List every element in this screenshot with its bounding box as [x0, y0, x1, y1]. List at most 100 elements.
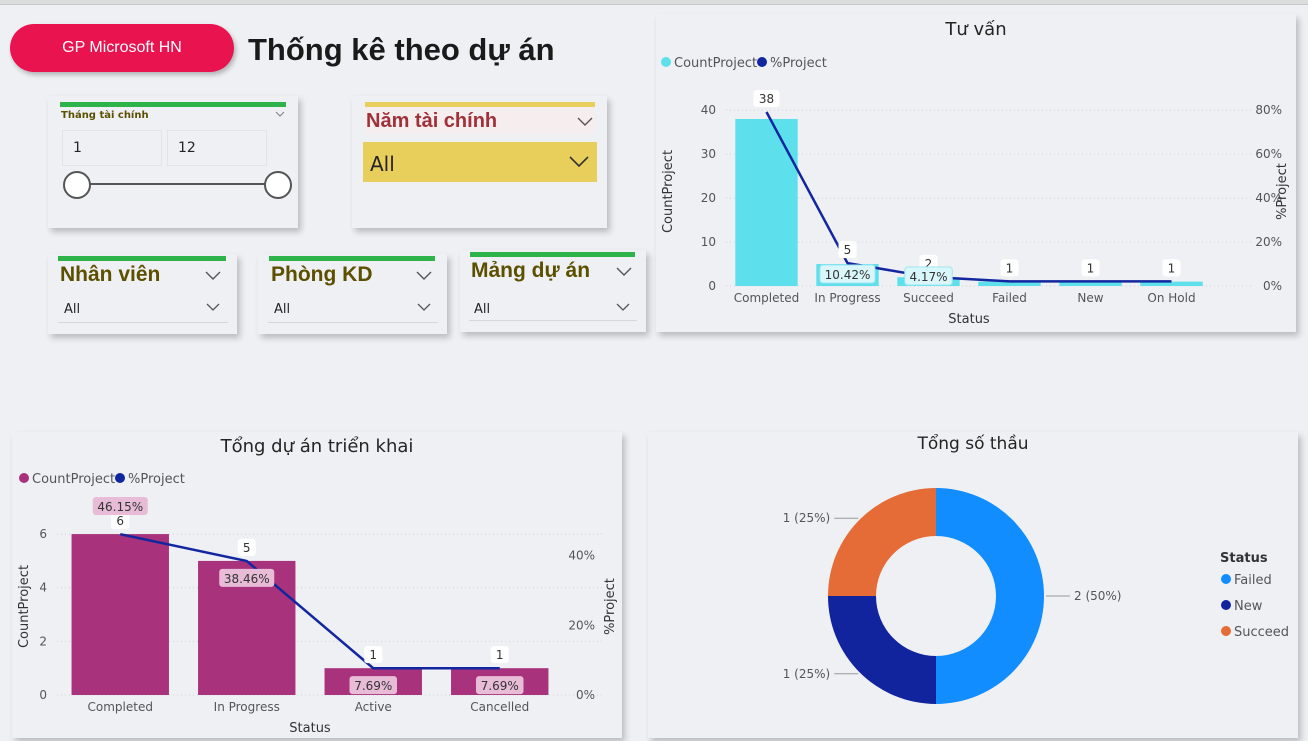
tuvan-chart-card: Tư vấn CountProject %Project 0 10 20 30 40 0% 20… — [656, 14, 1296, 332]
data-label-bg — [1000, 259, 1019, 277]
department-dropdown-value: All — [274, 302, 291, 317]
x-tick-label: In Progress — [814, 291, 880, 305]
legend-marker — [1221, 626, 1231, 636]
x-tick-label: Completed — [734, 291, 799, 305]
tongsothau-donut-chart: 2 (50%) 1 (25%) 1 (25%) Status Failed New Succ… — [783, 488, 1289, 704]
percent-label: 7.69% — [481, 679, 519, 693]
y2-axis-title: %Project — [603, 578, 618, 635]
month-slicer-title: Tháng tài chính — [61, 110, 149, 121]
chevron-down-icon[interactable] — [568, 154, 590, 168]
bar — [735, 118, 798, 286]
x-axis-title: Status — [289, 721, 331, 736]
y2-tick-label: 0% — [576, 688, 595, 702]
bar — [978, 281, 1041, 286]
legend-marker — [19, 473, 29, 483]
chart-title: Tổng số thầu — [917, 434, 1029, 454]
legend-marker — [1221, 600, 1231, 610]
department-slicer-title: Phòng KD — [271, 263, 373, 286]
project-area-dropdown[interactable] — [469, 292, 637, 321]
project-area-slicer-title: Mảng dự án — [471, 259, 591, 282]
tongsothau-chart-card: Tổng số thầu 2 (50%) 1 (25%) 1 (25%) Status… — [648, 432, 1298, 738]
percent-label-bg — [819, 264, 876, 284]
chevron-down-icon[interactable] — [205, 302, 221, 312]
legend-label: %Project — [770, 56, 827, 71]
trienkhai-chart-card: Tổng dự án triển khai CountProject %Proje… — [12, 432, 622, 738]
top-toolbar-strip — [0, 0, 1308, 5]
slicer-accent-bar — [365, 102, 595, 107]
chevron-down-icon[interactable] — [274, 109, 286, 119]
y-tick-label: 4 — [39, 581, 47, 595]
legend-label: New — [1234, 599, 1263, 614]
employee-slicer-title: Nhân viên — [60, 263, 161, 286]
legend-marker — [115, 473, 125, 483]
x-tick-label: Completed — [88, 700, 153, 714]
brand-button[interactable]: GP Microsoft HN — [10, 24, 234, 72]
project-area-slicer: Mảng dự án All — [460, 250, 646, 332]
year-dropdown[interactable] — [363, 142, 597, 182]
percent-label: 4.17% — [909, 270, 947, 284]
x-tick-label: On Hold — [1147, 291, 1195, 305]
employee-dropdown[interactable] — [58, 294, 228, 323]
percent-label-bg — [219, 568, 275, 587]
y2-tick-label: 20% — [1255, 235, 1282, 249]
percent-label: 7.69% — [354, 679, 392, 693]
y2-tick-label: 60% — [1255, 147, 1282, 161]
donut-slice — [828, 488, 936, 596]
percent-label-bg — [476, 676, 524, 695]
y2-axis-title: %Project — [1275, 163, 1290, 220]
data-label: 1 — [1006, 261, 1014, 275]
percent-label-bg — [92, 497, 148, 515]
data-label: 1 — [1087, 261, 1095, 275]
data-label-bg — [753, 90, 780, 108]
month-min-input[interactable]: 1 — [62, 130, 162, 166]
project-area-dropdown-value: All — [474, 302, 491, 317]
bar — [1140, 281, 1203, 286]
percent-label-bg — [349, 676, 397, 695]
percent-label: 38.46% — [224, 572, 270, 586]
y-axis-title: CountProject — [17, 565, 32, 648]
y-tick-label: 2 — [39, 634, 47, 648]
year-slicer-header — [365, 107, 595, 133]
x-axis-title: Status — [948, 312, 990, 327]
data-label: 38 — [759, 92, 774, 106]
legend-label: Failed — [1234, 573, 1272, 588]
range-track — [76, 183, 278, 185]
y-axis-title: CountProject — [661, 150, 676, 233]
data-label: 1 — [496, 648, 504, 662]
donut-slice — [936, 488, 1044, 704]
employee-dropdown-value: All — [64, 302, 81, 317]
month-slicer: Tháng tài chính 1 12 — [48, 96, 298, 228]
month-max-input[interactable]: 12 — [167, 130, 267, 166]
bar — [1059, 281, 1122, 286]
slicer-accent-bar — [58, 256, 226, 261]
chevron-down-icon[interactable] — [615, 265, 633, 277]
chart-title: Tổng dự án triển khai — [220, 436, 414, 457]
chevron-down-icon[interactable] — [615, 302, 631, 312]
data-label-bg — [490, 646, 509, 664]
y-tick-label: 20 — [701, 191, 716, 205]
legend-marker — [1221, 574, 1231, 584]
x-tick-label: Active — [355, 700, 392, 714]
chart-title: Tư vấn — [945, 19, 1007, 40]
chevron-down-icon[interactable] — [415, 269, 433, 281]
legend-label: CountProject — [674, 56, 757, 71]
x-tick-label: New — [1077, 291, 1103, 305]
slicer-accent-bar — [470, 252, 635, 257]
chevron-down-icon[interactable] — [416, 302, 432, 312]
slicer-accent-bar — [269, 256, 435, 261]
y-tick-label: 0 — [708, 279, 716, 293]
y-tick-label: 10 — [701, 235, 716, 249]
y2-tick-label: 40% — [568, 549, 595, 563]
chevron-down-icon[interactable] — [204, 269, 222, 281]
department-slicer: Phòng KD All — [258, 254, 447, 334]
trienkhai-combo-chart: CountProject %Project 0 2 4 6 0% 20% 40% Status Co… — [17, 472, 618, 736]
range-handle-min[interactable] — [63, 171, 91, 199]
department-dropdown[interactable] — [268, 294, 438, 323]
bar — [71, 534, 169, 695]
range-handle-max[interactable] — [264, 171, 292, 199]
chevron-down-icon[interactable] — [576, 115, 594, 127]
slice-label: 2 (50%) — [1074, 589, 1121, 603]
y2-tick-label: 40% — [1255, 191, 1282, 205]
data-label-bg — [237, 538, 256, 556]
y-tick-label: 0 — [39, 688, 47, 702]
